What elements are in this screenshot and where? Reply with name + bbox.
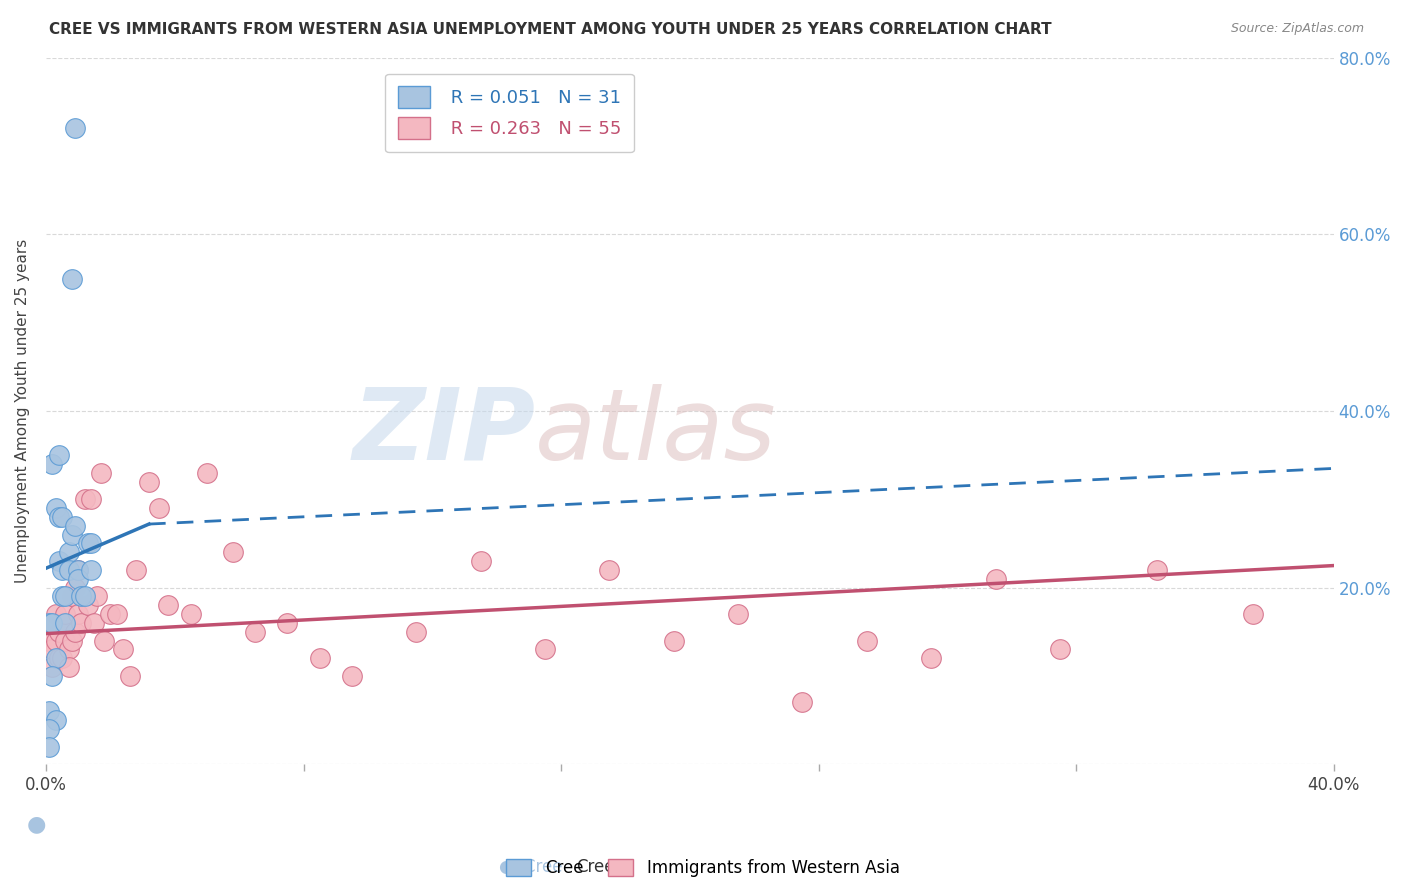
Point <box>727 607 749 622</box>
Point <box>308 651 330 665</box>
Point <box>856 633 879 648</box>
Point <box>53 633 76 648</box>
Point <box>38 633 60 648</box>
Point <box>1049 642 1071 657</box>
Point <box>70 590 93 604</box>
Point <box>38 722 60 736</box>
Point <box>138 475 160 489</box>
Point <box>58 545 80 559</box>
Point <box>41 615 63 630</box>
Point <box>58 660 80 674</box>
Point <box>60 633 83 648</box>
Point <box>67 572 90 586</box>
Point <box>51 563 73 577</box>
Point <box>221 545 243 559</box>
Point <box>45 501 67 516</box>
Text: Cree: Cree <box>576 858 614 876</box>
Point <box>53 615 76 630</box>
Point <box>58 642 80 657</box>
Point <box>38 739 60 754</box>
Point <box>51 510 73 524</box>
Point <box>58 563 80 577</box>
Point <box>63 624 86 639</box>
Point <box>63 121 86 136</box>
Point <box>67 563 90 577</box>
Point <box>60 527 83 541</box>
Point <box>984 572 1007 586</box>
Point <box>405 624 427 639</box>
Point <box>38 704 60 718</box>
Point <box>63 518 86 533</box>
Point <box>53 607 76 622</box>
Point <box>80 563 103 577</box>
Point <box>51 615 73 630</box>
Text: atlas: atlas <box>536 384 778 481</box>
Point <box>792 696 814 710</box>
Text: ZIP: ZIP <box>353 384 536 481</box>
Point <box>598 563 620 577</box>
Legend: Cree, Immigrants from Western Asia: Cree, Immigrants from Western Asia <box>499 852 907 884</box>
Y-axis label: Unemployment Among Youth under 25 years: Unemployment Among Youth under 25 years <box>15 239 30 583</box>
Point <box>76 599 98 613</box>
Point <box>90 466 112 480</box>
Point <box>38 615 60 630</box>
Point <box>73 590 96 604</box>
Point <box>245 624 267 639</box>
Point <box>60 271 83 285</box>
Point <box>48 510 70 524</box>
Point <box>118 669 141 683</box>
Point <box>80 492 103 507</box>
Text: ●  Cree: ● Cree <box>499 858 562 876</box>
Point <box>48 448 70 462</box>
Point <box>340 669 363 683</box>
Point <box>112 642 135 657</box>
Point <box>41 642 63 657</box>
Point <box>70 615 93 630</box>
Point <box>67 563 90 577</box>
Point <box>86 590 108 604</box>
Point <box>534 642 557 657</box>
Point <box>125 563 148 577</box>
Point <box>51 590 73 604</box>
Point <box>48 554 70 568</box>
Point <box>67 607 90 622</box>
Point <box>51 651 73 665</box>
Point <box>45 651 67 665</box>
Point <box>53 590 76 604</box>
Point <box>105 607 128 622</box>
Point <box>276 615 298 630</box>
Point <box>76 536 98 550</box>
Point <box>41 669 63 683</box>
Point <box>1146 563 1168 577</box>
Point <box>41 457 63 471</box>
Legend:  R = 0.051   N = 31,  R = 0.263   N = 55: R = 0.051 N = 31, R = 0.263 N = 55 <box>385 74 634 153</box>
Point <box>48 651 70 665</box>
Point <box>1241 607 1264 622</box>
Point <box>45 633 67 648</box>
Point <box>93 633 115 648</box>
Point <box>195 466 218 480</box>
Point <box>662 633 685 648</box>
Point <box>148 501 170 516</box>
Point <box>63 581 86 595</box>
Point <box>180 607 202 622</box>
Text: CREE VS IMMIGRANTS FROM WESTERN ASIA UNEMPLOYMENT AMONG YOUTH UNDER 25 YEARS COR: CREE VS IMMIGRANTS FROM WESTERN ASIA UNE… <box>49 22 1052 37</box>
Point <box>73 492 96 507</box>
Point <box>45 713 67 727</box>
Point <box>80 536 103 550</box>
Point <box>98 607 121 622</box>
Point <box>920 651 942 665</box>
Text: ●: ● <box>27 814 46 834</box>
Point <box>470 554 492 568</box>
Text: Source: ZipAtlas.com: Source: ZipAtlas.com <box>1230 22 1364 36</box>
Point <box>60 590 83 604</box>
Point <box>41 660 63 674</box>
Point <box>83 615 105 630</box>
Point <box>45 607 67 622</box>
Point <box>48 624 70 639</box>
Point <box>157 599 180 613</box>
